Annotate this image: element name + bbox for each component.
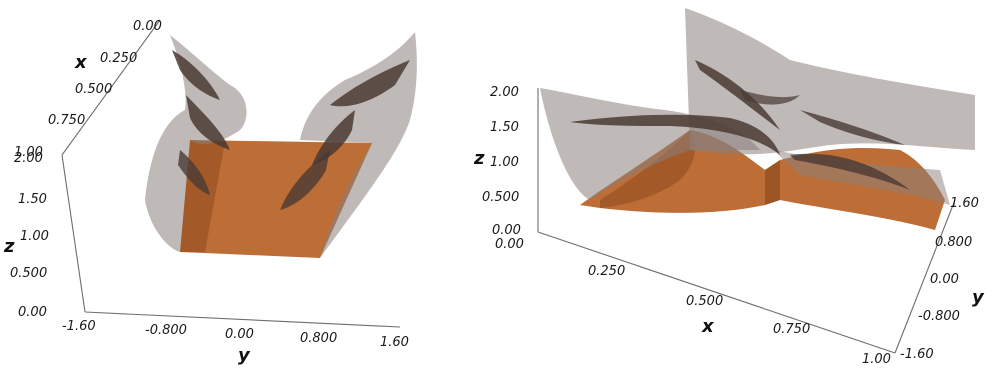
right-y-tick: -0.800: [918, 309, 960, 324]
right-z-tick: 1.00: [490, 155, 519, 170]
right-fold-1: [695, 60, 780, 130]
left-x-tick: 0.250: [100, 51, 137, 66]
left-z-tick: 1.50: [18, 192, 47, 207]
right-y-tick: -1.60: [900, 347, 934, 362]
right-z-tick: 2.00: [490, 85, 519, 100]
right-y-tick: 0.00: [930, 272, 959, 287]
left-x-tick: 1.00: [14, 145, 43, 160]
left-fold-6: [280, 150, 330, 210]
right-z-axis-label: z: [473, 148, 485, 169]
left-fold-1: [172, 50, 220, 100]
right-y-tick: 0.800: [935, 235, 972, 250]
right-3d-plot: 2.00 1.50 1.00 0.500 0.00 z 0.00 0.250 0…: [473, 8, 985, 367]
left-3d-plot: 0.00 0.250 0.500 0.750 1.00 x 2.00 1.50 …: [3, 19, 417, 366]
right-x-tick: 0.250: [588, 264, 625, 279]
right-y-axis-label: y: [972, 287, 985, 308]
left-x-tick: 0.750: [48, 113, 85, 128]
left-z-tick: 0.00: [18, 305, 47, 320]
left-fold-4: [330, 60, 410, 107]
left-y-tick: 0.00: [225, 327, 254, 342]
left-z-tick: 2.00: [14, 151, 43, 166]
right-x-axis-line: [537, 231, 896, 354]
right-orange-step: [765, 160, 780, 205]
right-x-tick: 0.500: [686, 294, 723, 309]
right-x-tick: 0.00: [495, 237, 524, 252]
left-y-axis-label: y: [238, 345, 251, 366]
left-z-tick: 0.500: [10, 266, 47, 281]
right-grey-left-wall: [540, 88, 760, 200]
left-y-axis-line: [84, 311, 401, 328]
left-fold-3: [178, 150, 210, 195]
left-y-tick: -1.60: [62, 319, 96, 334]
left-z-axis-line: [61, 154, 86, 313]
right-fold-4: [790, 153, 910, 190]
right-fold-5: [740, 90, 800, 105]
right-x-tick: 0.750: [773, 322, 810, 337]
right-z-tick: 1.50: [490, 120, 519, 135]
right-z-tick: 0.00: [492, 223, 521, 238]
right-fold-3: [800, 110, 905, 145]
right-y-tick: 1.60: [950, 196, 979, 211]
right-z-tick: 0.500: [482, 190, 519, 205]
left-fold-5: [312, 110, 355, 165]
left-fold-2: [186, 95, 230, 150]
right-x-axis-label: x: [701, 316, 715, 337]
left-y-tick: 1.60: [380, 335, 409, 350]
left-x-tick: 0.00: [133, 19, 162, 34]
right-x-tick: 1.00: [862, 352, 891, 367]
left-x-axis-label: x: [74, 52, 88, 73]
left-y-tick: -0.800: [145, 323, 187, 338]
right-grey-back-wall: [685, 8, 975, 155]
left-x-axis-line: [61, 19, 161, 156]
right-y-axis-line: [894, 199, 956, 354]
left-x-tick: 0.500: [75, 82, 112, 97]
left-y-tick: 0.800: [300, 331, 337, 346]
right-fold-2: [570, 114, 780, 155]
left-grey-surface-left: [145, 35, 247, 252]
left-z-tick: 1.00: [20, 229, 49, 244]
left-z-axis-label: z: [3, 236, 15, 257]
